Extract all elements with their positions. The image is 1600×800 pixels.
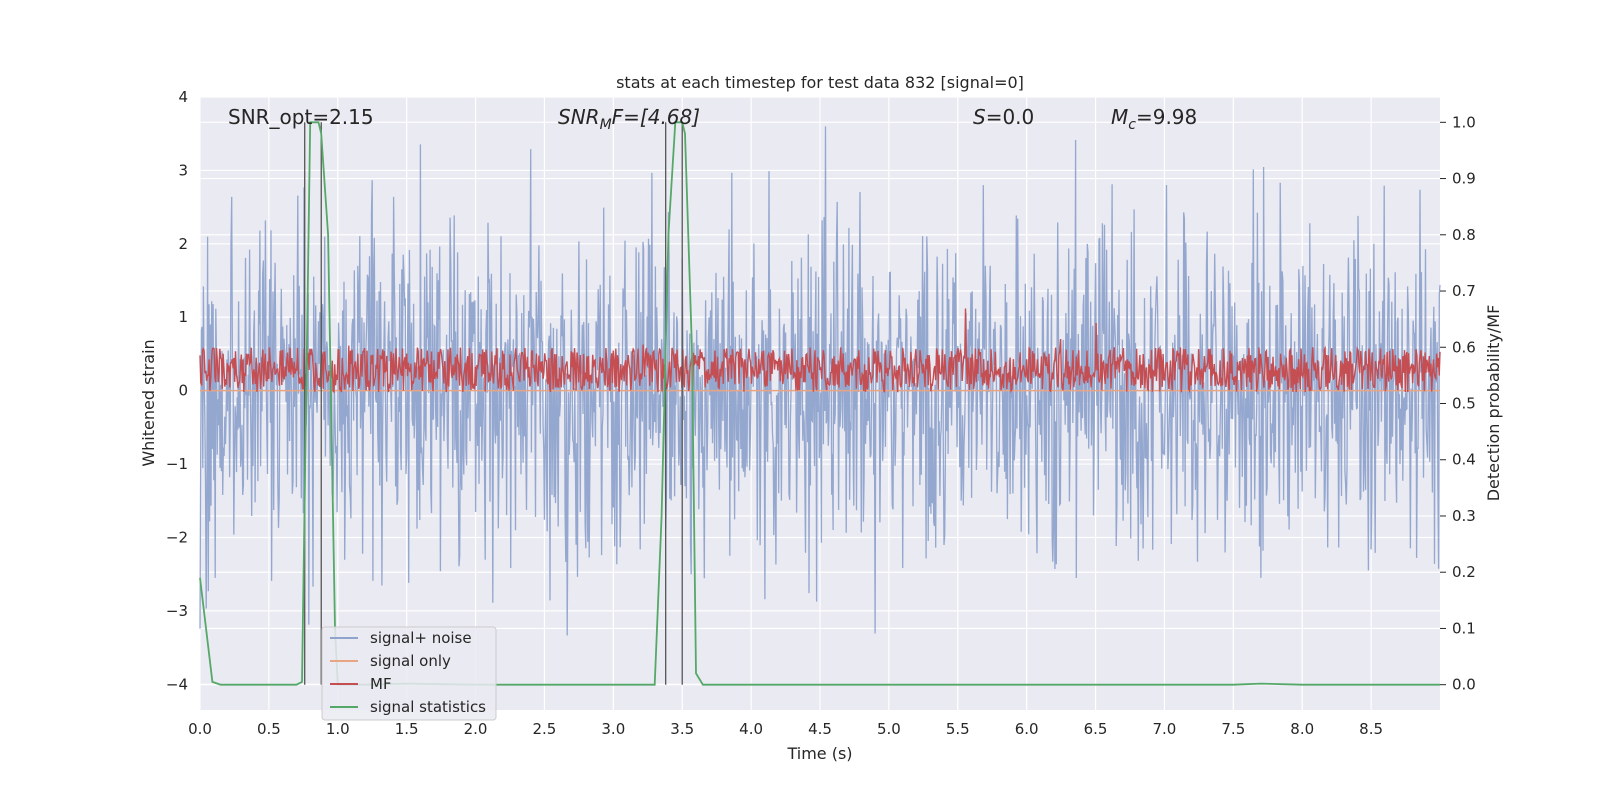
y-tick-label-right: 0.4 <box>1452 451 1476 469</box>
chart-title: stats at each timestep for test data 832… <box>616 73 1024 92</box>
annotation-mc: Mc=9.98 <box>1111 105 1197 133</box>
y-tick-label-left: 1 <box>178 308 188 326</box>
legend: signal+ noise signal only MF signal stat… <box>321 626 497 721</box>
y-axis-label-left: Whitened strain <box>139 339 158 466</box>
legend-label-signal-only: signal only <box>370 652 451 670</box>
x-tick-label: 3.0 <box>601 720 625 738</box>
x-tick-label: 4.5 <box>808 720 832 738</box>
annotation-s-main: S <box>973 105 986 129</box>
y-tick-label-left: 2 <box>178 235 188 253</box>
annotation-mc-main: M <box>1111 105 1128 129</box>
legend-label-signal-noise: signal+ noise <box>370 629 472 647</box>
y-tick-label-right: 0.3 <box>1452 507 1476 525</box>
y-tick-label-right: 0.2 <box>1452 563 1476 581</box>
y-tick-label-left: −1 <box>166 455 188 473</box>
y-tick-label-right: 0.0 <box>1452 676 1476 694</box>
y-tick-label-left: −4 <box>166 675 188 693</box>
annotation-mc-tail: =9.98 <box>1136 105 1197 129</box>
series-line-signal-noise <box>199 126 1441 636</box>
x-tick-label: 1.5 <box>395 720 419 738</box>
x-axis-ticks: 0.0 0.5 1.0 1.5 2.0 2.5 3.0 3.5 4.0 4.5 5.0 5.5 6.0 6… <box>188 720 1383 738</box>
x-tick-label: 5.0 <box>877 720 901 738</box>
y-tick-label-right: 0.5 <box>1452 395 1476 413</box>
vertical-markers <box>304 122 683 685</box>
y-tick-label-right: 0.6 <box>1452 338 1476 356</box>
annotation-snr-mf-sub: M <box>600 117 612 133</box>
x-tick-label: 3.5 <box>670 720 694 738</box>
y-axis-ticks-left: −4 −3 −2 −1 0 1 2 3 4 <box>166 88 188 693</box>
x-tick-label: 2.5 <box>533 720 557 738</box>
legend-box <box>321 626 497 721</box>
annotation-snr-mf-main: SNR <box>558 105 600 129</box>
x-tick-label: 4.0 <box>739 720 763 738</box>
y-axis-ticks-right: 0.0 0.1 0.2 0.3 0.4 0.5 0.6 0.7 0.8 0.9 1.0 <box>1440 113 1476 694</box>
annotation-mc-sub: c <box>1128 117 1136 133</box>
x-tick-label: 1.0 <box>326 720 350 738</box>
y-tick-label-left: 4 <box>178 88 188 106</box>
y-tick-label-right: 0.9 <box>1452 170 1476 188</box>
annotation-snr-opt: SNR_opt=2.15 <box>228 105 374 129</box>
y-tick-label-right: 0.7 <box>1452 282 1476 300</box>
series-signal-noise <box>199 126 1441 636</box>
x-tick-label: 6.5 <box>1084 720 1108 738</box>
y-tick-label-right: 0.8 <box>1452 226 1476 244</box>
x-tick-label: 0.5 <box>257 720 281 738</box>
y-tick-label-right: 1.0 <box>1452 113 1476 131</box>
x-tick-label: 5.5 <box>946 720 970 738</box>
annotation-s: S=0.0 <box>973 105 1034 129</box>
legend-label-signal-statistics: signal statistics <box>370 698 486 716</box>
y-tick-label-right: 0.1 <box>1452 619 1476 637</box>
x-tick-label: 8.5 <box>1359 720 1383 738</box>
series-signal-statistics <box>199 121 1440 686</box>
x-tick-label: 7.5 <box>1221 720 1245 738</box>
y-tick-label-left: −3 <box>166 602 188 620</box>
legend-label-mf: MF <box>370 675 392 693</box>
x-tick-label: 6.0 <box>1015 720 1039 738</box>
y-tick-label-left: −2 <box>166 528 188 546</box>
y-axis-label-right: Detection probability/MF <box>1484 305 1503 502</box>
annotation-snr-mf: SNRMF=[4.68] <box>558 105 700 133</box>
x-tick-label: 0.0 <box>188 720 212 738</box>
x-tick-label: 7.0 <box>1153 720 1177 738</box>
series-line-signal-statistics <box>199 121 1440 686</box>
series-mf <box>199 308 1441 394</box>
annotation-snr-mf-tail: F=[4.68] <box>612 105 700 129</box>
series-line-mf <box>199 308 1441 394</box>
annotation-s-tail: =0.0 <box>986 105 1035 129</box>
y-tick-label-left: 0 <box>178 382 188 400</box>
x-axis-label: Time (s) <box>786 744 852 763</box>
x-tick-label: 8.0 <box>1290 720 1314 738</box>
y-tick-label-left: 3 <box>178 161 188 179</box>
x-tick-label: 2.0 <box>464 720 488 738</box>
